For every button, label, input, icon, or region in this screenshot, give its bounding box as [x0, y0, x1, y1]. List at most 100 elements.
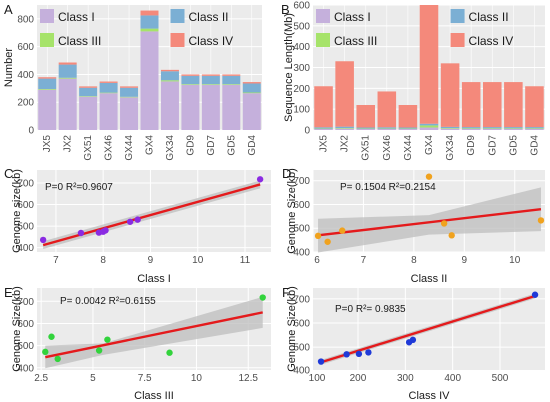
bar-segment: [356, 128, 376, 130]
bar-segment: [398, 127, 418, 129]
data-point: [134, 216, 141, 223]
y-tick-label: 100: [293, 105, 310, 116]
bar-segment: [242, 82, 261, 84]
data-point: [259, 294, 266, 301]
bar-segment: [120, 86, 139, 88]
regression-line: [320, 294, 536, 364]
y-axis-title: Genome Size(kb): [286, 286, 298, 372]
regression-line: [45, 311, 263, 359]
bar-segment: [79, 87, 98, 97]
legend-key: [450, 9, 465, 23]
bar-segment: [38, 78, 57, 90]
stat-annotation: P= 0.0042 R²=0.6155: [60, 296, 156, 307]
bar-segment: [504, 82, 523, 128]
bar-segment: [58, 62, 77, 65]
x-tick-label: JX5: [42, 135, 53, 153]
bar-segment: [160, 80, 179, 82]
panel-letter: D: [282, 166, 291, 181]
x-tick-label: GX46: [382, 135, 393, 161]
x-tick-label: 200: [350, 373, 367, 384]
y-tick-label: 600: [17, 319, 34, 330]
bar-segment: [377, 127, 397, 129]
x-tick-label: 9: [462, 255, 468, 266]
bar-segment: [99, 81, 118, 83]
x-axis-title: Class III: [134, 390, 174, 402]
y-tick-label: 400: [17, 70, 34, 81]
y-tick-label: 600: [293, 200, 310, 211]
x-tick-label: 10: [191, 373, 203, 384]
bar-segment: [201, 84, 220, 85]
y-tick-label: 200: [17, 98, 34, 109]
confidence-band: [318, 187, 541, 253]
x-tick-label: 500: [492, 373, 509, 384]
y-tick-label: 500: [293, 21, 310, 32]
y-tick-label: 500: [293, 343, 310, 354]
data-point: [537, 217, 545, 224]
x-tick-label: 12.5: [238, 373, 258, 384]
bar-segment: [99, 93, 118, 130]
data-point: [42, 348, 49, 356]
panel-letter: A: [4, 2, 13, 17]
panel-a: 0 200 400 600 800 JX5 JX2 GX51 GX46 GX44 GX4 GX34 GD…: [3, 2, 262, 161]
bar-segment: [222, 74, 241, 76]
data-point: [425, 173, 433, 180]
x-tick-label: GX44: [403, 135, 414, 161]
panel-f: 400 500 600 700 100 200 300 400 500 P=0 R²= 0.983…: [282, 285, 545, 402]
x-tick-label: GX4: [424, 135, 435, 155]
bar-segment: [335, 128, 354, 130]
x-axis-title: Class I: [137, 273, 171, 285]
y-tick-label: 700: [17, 297, 34, 308]
data-point: [409, 336, 417, 344]
stat-annotation: P=0 R²=0.9607: [45, 182, 113, 193]
x-tick-label: GX51: [361, 135, 372, 161]
data-point: [39, 236, 47, 244]
bar-segment: [38, 89, 57, 90]
bar-segment: [461, 127, 481, 129]
legend-label: Class III: [58, 34, 101, 48]
bar-segment: [201, 74, 220, 76]
y-tick-label: 400: [293, 248, 310, 259]
bar-segment: [504, 128, 523, 129]
y-axis-title: Genome size(kb): [11, 169, 23, 253]
x-tick-label: GX4: [145, 135, 156, 155]
bar-segment: [79, 96, 98, 130]
x-tick-label: JX2: [340, 135, 351, 153]
panel-letter: F: [282, 285, 290, 300]
legend-label: Class II: [469, 10, 509, 24]
bar-segment: [242, 92, 261, 94]
bar-segment: [525, 128, 544, 130]
x-tick-label: 100: [309, 373, 326, 384]
x-axis-title: Class IV: [409, 390, 451, 402]
y-tick-label: 700: [293, 294, 310, 305]
bar-segment: [419, 123, 439, 126]
bar-segment: [120, 96, 139, 98]
x-tick-label: GD5: [508, 135, 519, 156]
bar-segment: [461, 128, 481, 130]
bar-segment: [525, 128, 544, 129]
panel-letter: E: [4, 285, 13, 300]
legend-key: [170, 33, 185, 47]
y-tick-label: 300: [293, 63, 310, 74]
bar-segment: [398, 128, 418, 130]
y-tick-label: 200: [293, 84, 310, 95]
data-point: [324, 238, 331, 245]
legend-label: Class IV: [469, 34, 514, 48]
data-point: [448, 232, 455, 239]
data-point: [95, 347, 103, 354]
legend-key: [40, 9, 54, 23]
bar-segment: [181, 84, 200, 85]
regression-line: [317, 208, 542, 237]
bar-segment: [335, 128, 354, 129]
bar-segment: [440, 128, 460, 130]
data-point: [126, 218, 134, 225]
bar-segment: [181, 75, 200, 85]
bar-segment: [482, 128, 502, 129]
panel-e: 400 500 600 700 2.5 5 7.5 10 12.5 P= 0.0042 R²=0.…: [4, 285, 271, 402]
bar-segment: [356, 105, 376, 128]
bar-segment: [181, 74, 200, 76]
x-tick-label: 7.5: [138, 373, 152, 384]
legend-key: [316, 33, 330, 47]
bar-segment: [140, 28, 159, 32]
bar-segment: [160, 71, 179, 81]
